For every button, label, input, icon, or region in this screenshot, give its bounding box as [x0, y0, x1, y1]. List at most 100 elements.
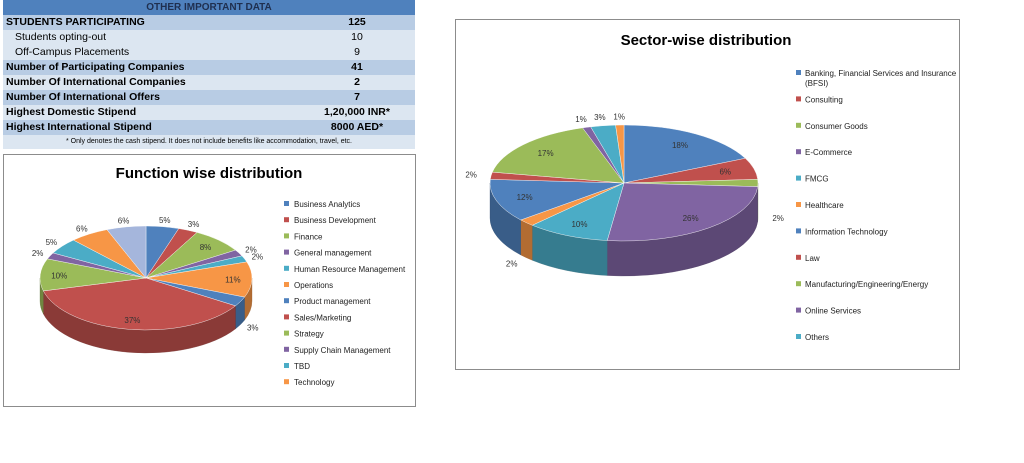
- pie-label: 5%: [159, 216, 171, 225]
- legend-swatch: [284, 298, 289, 304]
- pie-slice-8: [492, 127, 625, 184]
- pie-label: 2%: [252, 252, 264, 261]
- legend-swatch: [796, 70, 801, 75]
- important-data-table: OTHER IMPORTANT DATA STUDENTS PARTICIPAT…: [3, 0, 415, 149]
- legend-swatch: [796, 307, 801, 313]
- legend-item: Others: [805, 333, 829, 342]
- legend-swatch: [796, 281, 801, 287]
- pie-label: 1%: [575, 115, 587, 124]
- legend-swatch: [284, 346, 289, 352]
- legend-swatch: [284, 282, 289, 287]
- legend-item: Operations: [294, 281, 333, 290]
- pie-label: 2%: [245, 246, 257, 255]
- sector-chart-title: Sector-wise distribution: [621, 32, 792, 49]
- pie-label: 3%: [188, 220, 200, 229]
- pie-sides: [39, 277, 253, 354]
- legend-item: Supply Chain Management: [294, 346, 391, 355]
- row-label: Number Of International Offers: [3, 90, 299, 105]
- legend-item: Business Development: [294, 216, 377, 225]
- pie-label: 6%: [118, 216, 130, 225]
- row-value: 9: [299, 45, 415, 60]
- pie-slice-4: [531, 182, 625, 241]
- pie-label: 6%: [76, 224, 88, 233]
- row-value: 1,20,000 INR*: [299, 105, 415, 120]
- legend-item: TBD: [294, 362, 310, 371]
- legend-item: E-Commerce: [805, 148, 853, 157]
- legend-swatch: [796, 96, 801, 102]
- row-label: Number Of International Companies: [3, 75, 299, 90]
- table-row: Number Of International Companies 2: [3, 75, 415, 90]
- table-row: Number of Participating Companies 41: [3, 60, 415, 75]
- legend-swatch: [796, 149, 801, 155]
- table-row: STUDENTS PARTICIPATING 125: [3, 15, 415, 30]
- pie-label: 8%: [200, 243, 212, 252]
- row-label: Highest International Stipend: [3, 120, 299, 135]
- legend-item: Technology: [294, 378, 334, 387]
- pie-label: 2%: [465, 171, 477, 180]
- legend-swatch: [796, 228, 801, 234]
- table-row: Highest Domestic Stipend 1,20,000 INR*: [3, 105, 415, 120]
- pie-label: 11%: [225, 275, 240, 284]
- table-row: Highest International Stipend 8000 AED*: [3, 120, 415, 135]
- function-pie-chart: Function wise distribution 5% 3% 8% 2%2% 11%…: [32, 165, 406, 387]
- pie-label: 26%: [683, 214, 699, 223]
- pie-label: 17%: [538, 149, 554, 158]
- row-label: Number of Participating Companies: [3, 60, 299, 75]
- pie-slice-6: [489, 179, 625, 221]
- row-label: Students opting-out: [3, 30, 299, 45]
- legend-item: Healthcare: [805, 201, 844, 210]
- row-value: 8000 AED*: [299, 120, 415, 135]
- sector-legend: Banking, Financial Services and Insuranc…: [796, 69, 957, 342]
- legend-item: Finance: [294, 232, 323, 241]
- legend-item: Information Technology: [805, 227, 888, 236]
- legend-swatch: [284, 249, 289, 255]
- function-chart-title: Function wise distribution: [116, 165, 303, 182]
- function-legend: Business Analytics Business Development Fi…: [284, 200, 406, 387]
- legend-item: Strategy: [294, 330, 324, 339]
- pie-label: 2%: [772, 214, 784, 223]
- table-row: Off-Campus Placements 9: [3, 45, 415, 60]
- legend-item: Human Resource Management: [294, 265, 406, 274]
- pie-label: 37%: [124, 316, 140, 325]
- pie-slice-0: [623, 124, 746, 184]
- legend-swatch: [284, 233, 289, 239]
- sector-chart-frame: Sector-wise distribution 18% 6% 2% 26% 10% 2%…: [455, 19, 960, 370]
- legend-swatch: [796, 202, 801, 207]
- legend-item: Online Services: [805, 307, 861, 316]
- pie-label: 6%: [719, 168, 731, 177]
- legend-swatch: [796, 334, 801, 339]
- pie-label: 3%: [247, 324, 259, 333]
- pie-label: 1%: [613, 112, 625, 121]
- pie-label: 18%: [672, 141, 688, 150]
- pie-label: 10%: [571, 220, 587, 229]
- pie-slice-5: [145, 261, 253, 298]
- sector-pie-chart: Sector-wise distribution 18% 6% 2% 26% 10% 2%…: [465, 32, 957, 342]
- pie-slice-12: [106, 225, 147, 279]
- legend-item: General management: [294, 249, 372, 258]
- legend-item: FMCG: [805, 175, 829, 184]
- legend-swatch: [284, 217, 289, 223]
- table-row: Number Of International Offers 7: [3, 90, 415, 105]
- legend-swatch: [284, 265, 289, 271]
- pie-sides: [489, 182, 759, 277]
- legend-item: Consumer Goods: [805, 122, 868, 131]
- pie-label: 10%: [51, 271, 67, 280]
- table-header: OTHER IMPORTANT DATA: [3, 0, 415, 15]
- function-chart-frame: Function wise distribution 5% 3% 8% 2% 2% 11%…: [3, 154, 416, 407]
- legend-item: Sales/Marketing: [294, 313, 351, 322]
- legend-item: Manufacturing/Engineering/Energy: [805, 280, 928, 289]
- legend-item: Business Analytics: [294, 200, 360, 209]
- pie-label: 2%: [506, 260, 518, 269]
- pie-label: 5%: [46, 238, 58, 247]
- pie-label: 3%: [594, 113, 606, 122]
- legend-swatch: [284, 314, 289, 320]
- legend-swatch: [284, 201, 289, 206]
- legend-swatch: [796, 122, 801, 128]
- legend-swatch: [284, 379, 289, 385]
- legend-item: Consulting: [805, 95, 843, 104]
- row-label: Highest Domestic Stipend: [3, 105, 299, 120]
- pie-slice-3: [606, 182, 758, 242]
- legend-swatch: [284, 330, 289, 336]
- pie-side-5: [520, 219, 533, 261]
- table-footnote: * Only denotes the cash stipend. It does…: [3, 135, 415, 149]
